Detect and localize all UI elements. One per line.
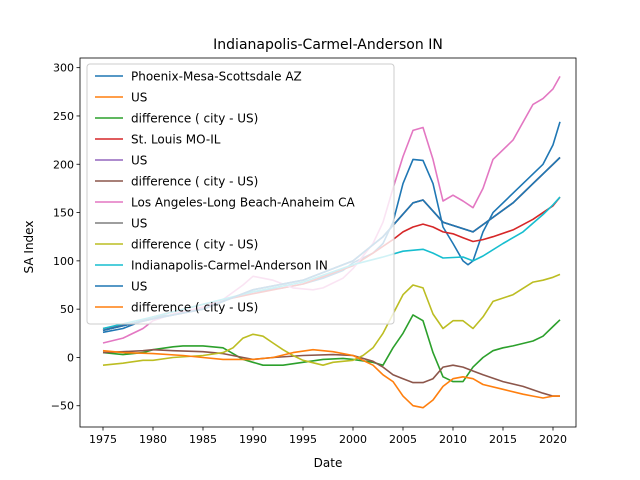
- chart-title: Indianapolis-Carmel-Anderson IN: [213, 37, 443, 53]
- x-tick-label-4: 1995: [289, 433, 317, 446]
- series-line-2: [102, 314, 561, 383]
- x-tick-label-5: 2000: [339, 433, 367, 446]
- legend-label-6: Los Angeles-Long Beach-Anaheim CA: [131, 196, 355, 210]
- legend-label-9: Indianapolis-Carmel-Anderson IN: [131, 259, 328, 273]
- y-tick-label-4: 150: [53, 207, 74, 220]
- legend-label-0: Phoenix-Mesa-Scottsdale AZ: [131, 70, 302, 84]
- legend-label-8: difference ( city - US): [131, 238, 258, 252]
- legend-label-1: US: [131, 91, 147, 105]
- legend-label-7: US: [131, 217, 147, 231]
- y-tick-label-1: 0: [67, 351, 74, 364]
- plot-frame: [79, 57, 577, 428]
- legend-label-2: difference ( city - US): [131, 112, 258, 126]
- x-tick-label-2: 1985: [189, 433, 217, 446]
- legend-box: [86, 63, 395, 325]
- x-tick-label-7: 2010: [439, 433, 467, 446]
- x-tick-label-3: 1990: [239, 433, 267, 446]
- legend-label-3: St. Louis MO-IL: [131, 133, 221, 147]
- axes: 1975 1980 1985 1990 1995 2000 2005 2010 2015 2020…: [51, 57, 577, 446]
- legend-label-11: difference ( city - US): [131, 301, 258, 315]
- y-tick-label-6: 250: [53, 110, 74, 123]
- y-tick-label-7: 300: [53, 62, 74, 75]
- y-axis-label: SA Index: [22, 221, 36, 274]
- legend-label-5: difference ( city - US): [131, 175, 258, 189]
- x-axis-label: Date: [314, 456, 343, 470]
- x-tick-label-1: 1980: [139, 433, 167, 446]
- x-tick-label-9: 2020: [539, 433, 567, 446]
- legend-label-10: US: [131, 280, 147, 294]
- x-tick-label-0: 1975: [89, 433, 117, 446]
- x-tick-label-8: 2015: [489, 433, 517, 446]
- y-tick-label-3: 100: [53, 255, 74, 268]
- y-tick-label-2: 50: [60, 303, 74, 316]
- y-tick-label-0: −50: [51, 400, 74, 413]
- series-line-11: [102, 348, 560, 409]
- y-tick-label-5: 200: [53, 158, 74, 171]
- series-line-5: [102, 348, 560, 397]
- x-tick-label-6: 2005: [389, 433, 417, 446]
- legend-label-4: US: [131, 154, 147, 168]
- legend: Phoenix-Mesa-Scottsdale AZ US difference (…: [86, 63, 395, 325]
- series-line-8: [102, 273, 561, 366]
